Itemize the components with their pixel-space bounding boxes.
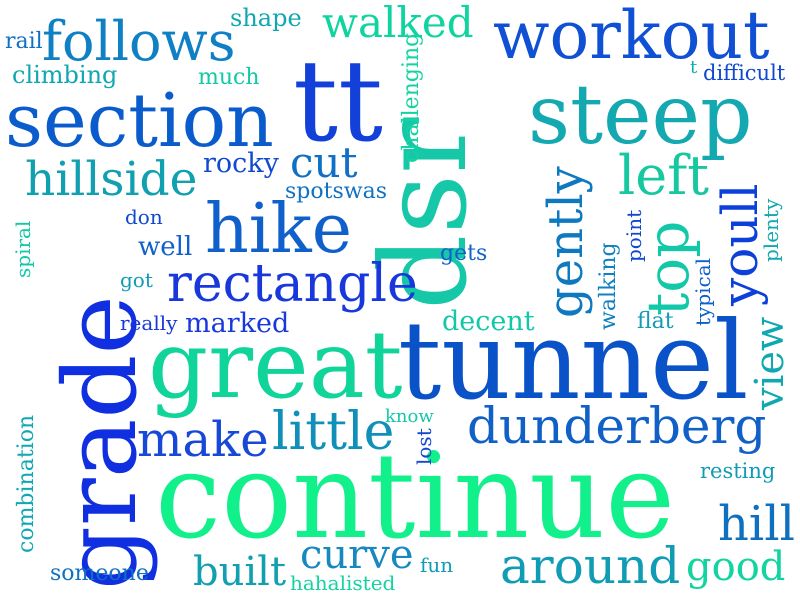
- word-built: built: [193, 549, 286, 595]
- word-know: know: [385, 406, 434, 427]
- word-little: little: [272, 402, 394, 462]
- word-lost: lost: [412, 428, 436, 465]
- word-hill: hill: [718, 496, 795, 552]
- word-spotswas: spotswas: [285, 179, 387, 204]
- word-rail: rail: [5, 29, 43, 54]
- word-plenty: plenty: [759, 198, 783, 262]
- word-gently: gently: [538, 166, 594, 318]
- word-someone: someone: [50, 561, 149, 586]
- word-rectangle: rectangle: [167, 254, 418, 314]
- word-make: make: [137, 412, 269, 468]
- word-dsr: dsr: [355, 117, 493, 310]
- word-walking: walking: [596, 242, 621, 330]
- word-curve: curve: [300, 532, 414, 578]
- word-cut: cut: [290, 138, 358, 187]
- word-youll: youll: [711, 183, 769, 307]
- word-well: well: [138, 232, 192, 262]
- word-decent: decent: [442, 306, 535, 337]
- word-view: view: [747, 317, 793, 411]
- word-got: got: [120, 268, 153, 292]
- word-don: don: [125, 205, 163, 229]
- word-section: section: [5, 78, 274, 164]
- word-resting: resting: [700, 459, 775, 483]
- word-fun: fun: [420, 553, 453, 577]
- word-spiral: spiral: [11, 221, 35, 278]
- word-great: great: [148, 311, 403, 420]
- word-shape: shape: [230, 4, 302, 32]
- word-gets: gets: [440, 241, 487, 266]
- word-hahalisted: hahalisted: [290, 571, 396, 595]
- word-combination: combination: [14, 415, 39, 553]
- word-walked: walked: [322, 0, 474, 47]
- word-dunderberg: dunderberg: [467, 397, 766, 455]
- word-good: good: [686, 544, 785, 590]
- word-typical: typical: [691, 258, 715, 326]
- word-workout: workout: [493, 0, 770, 74]
- word-steep: steep: [528, 68, 753, 163]
- word-top: top: [634, 221, 702, 316]
- word-much: much: [198, 65, 260, 90]
- word-tunnel: tunnel: [398, 299, 749, 424]
- word-rocky: rocky: [203, 148, 280, 179]
- word-difficult: difficult: [703, 61, 786, 85]
- word-continue: continue: [155, 427, 675, 565]
- word-around: around: [500, 537, 680, 595]
- word-marked: marked: [185, 308, 289, 339]
- word-flat: flat: [637, 309, 674, 334]
- word-really: really: [120, 311, 178, 335]
- word-t: t: [690, 57, 698, 78]
- word-climbing: climbing: [12, 61, 117, 89]
- word-left: left: [618, 144, 709, 207]
- word-tt: tt: [293, 37, 383, 167]
- word-challenging: challenging: [399, 33, 424, 163]
- word-hike: hike: [205, 190, 352, 269]
- word-grade: grade: [42, 295, 159, 590]
- word-point: point: [622, 210, 646, 262]
- word-follows: follows: [42, 10, 235, 73]
- word-hillside: hillside: [25, 152, 197, 207]
